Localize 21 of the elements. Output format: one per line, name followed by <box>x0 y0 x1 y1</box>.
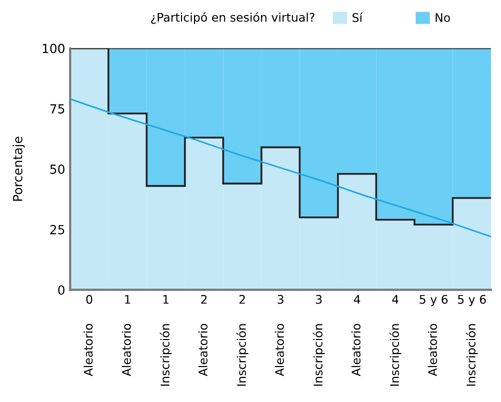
category-label: 1 Aleatorio <box>122 295 131 376</box>
category-label: 2 Inscripción <box>236 294 248 386</box>
legend-label: No <box>436 13 450 22</box>
y-tick-label: 50 <box>50 164 64 174</box>
y-tick-label: 100 <box>42 44 64 54</box>
y-tick-label: 25 <box>50 224 64 234</box>
category-label: 3 Aleatorio <box>274 294 284 376</box>
y-tick-label: 75 <box>50 104 64 114</box>
category-label: 5 y 6 Inscripción <box>458 294 486 386</box>
line-series <box>70 98 491 238</box>
y-tick-label: 0 <box>58 285 64 295</box>
legend-title: ¿Participó en sesión virtual? <box>151 12 314 24</box>
y-axis-title: Porcentaje <box>12 136 25 201</box>
category-label: 5 y 6 Aleatorio <box>420 294 448 376</box>
legend-label: Sí <box>352 12 363 22</box>
category-label: 4 Inscripción <box>389 295 402 386</box>
category-label: 1 Inscripción <box>160 295 172 386</box>
category-label: 3 Inscripción <box>312 294 325 386</box>
category-label: 0 Aleatorio <box>84 294 93 376</box>
category-label: 4 Aleatorio <box>351 295 360 376</box>
category-label: 2 Aleatorio <box>198 294 208 376</box>
